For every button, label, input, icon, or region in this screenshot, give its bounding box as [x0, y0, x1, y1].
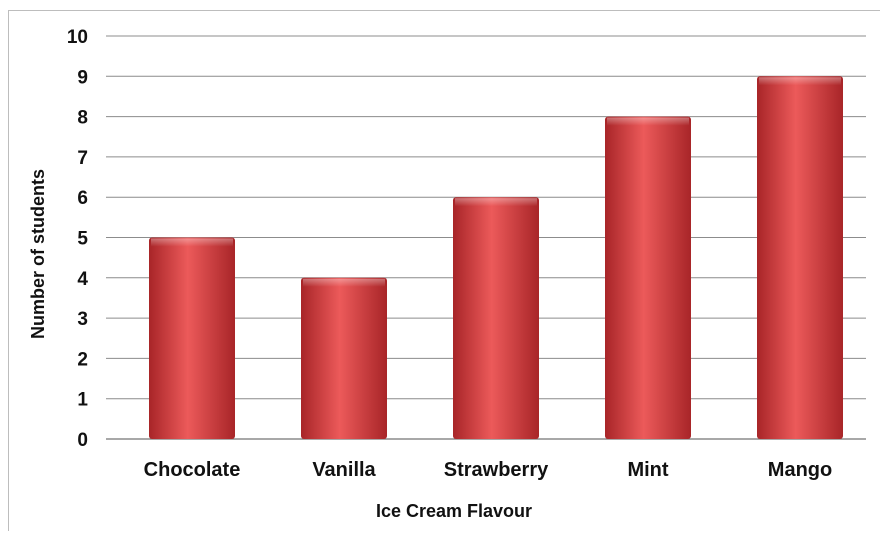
bar-mango — [757, 76, 843, 440]
y-tick-label: 6 — [77, 188, 88, 209]
y-tick-label: 8 — [77, 108, 88, 129]
bar-highlight — [759, 77, 841, 86]
x-tick-label: Strawberry — [444, 459, 549, 481]
y-tick-label: 9 — [77, 67, 88, 88]
x-tick-label: Chocolate — [144, 459, 241, 481]
x-tick-label: Vanilla — [312, 459, 376, 481]
x-tick-label: Mango — [768, 459, 832, 481]
chart-frame — [8, 10, 880, 531]
y-tick-label: 10 — [67, 27, 88, 48]
bar-highlight — [455, 198, 537, 207]
y-tick-label: 1 — [77, 390, 88, 411]
y-axis-ticks: 0 1 2 3 4 5 6 7 8 9 10 — [67, 27, 89, 451]
bar-chocolate — [149, 237, 235, 439]
bars — [149, 76, 843, 440]
y-tick-label: 0 — [77, 430, 88, 451]
x-tick-label: Mint — [627, 459, 668, 481]
y-tick-label: 3 — [77, 309, 88, 330]
y-tick-label: 4 — [77, 269, 88, 290]
y-axis-title: Number of students — [28, 169, 48, 339]
x-axis-title: Ice Cream Flavour — [376, 501, 532, 521]
bar-highlight — [151, 238, 233, 247]
bar-strawberry — [453, 197, 539, 439]
bar-highlight — [303, 278, 385, 287]
y-tick-label: 2 — [77, 349, 88, 370]
y-tick-label: 7 — [77, 148, 88, 169]
bar-vanilla — [301, 277, 387, 439]
y-tick-label: 5 — [77, 229, 88, 250]
bar-mint — [605, 116, 691, 439]
x-axis-ticks: Chocolate Vanilla Strawberry Mint Mango — [144, 459, 833, 481]
bar-highlight — [607, 117, 689, 126]
